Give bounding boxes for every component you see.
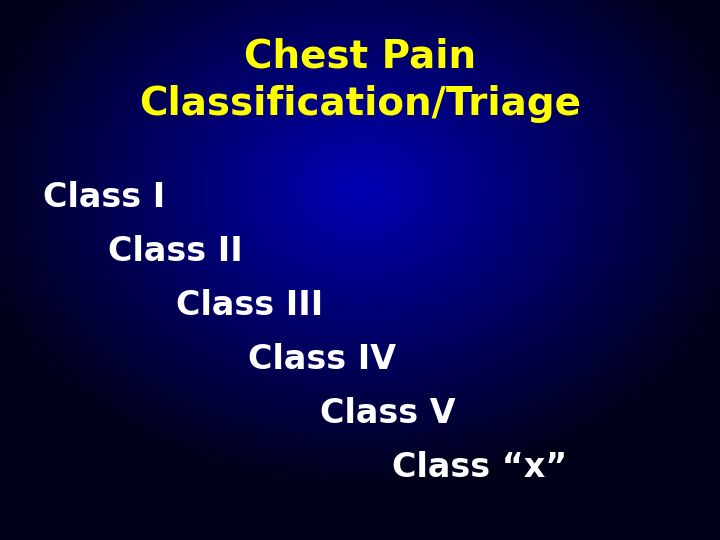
Text: Class “x”: Class “x”	[392, 450, 567, 484]
Text: Class I: Class I	[43, 180, 166, 214]
Text: Chest Pain
Classification/Triage: Chest Pain Classification/Triage	[139, 38, 581, 123]
Text: Class V: Class V	[320, 396, 456, 430]
Text: Class IV: Class IV	[248, 342, 397, 376]
Text: Class III: Class III	[176, 288, 324, 322]
Text: Class II: Class II	[108, 234, 243, 268]
